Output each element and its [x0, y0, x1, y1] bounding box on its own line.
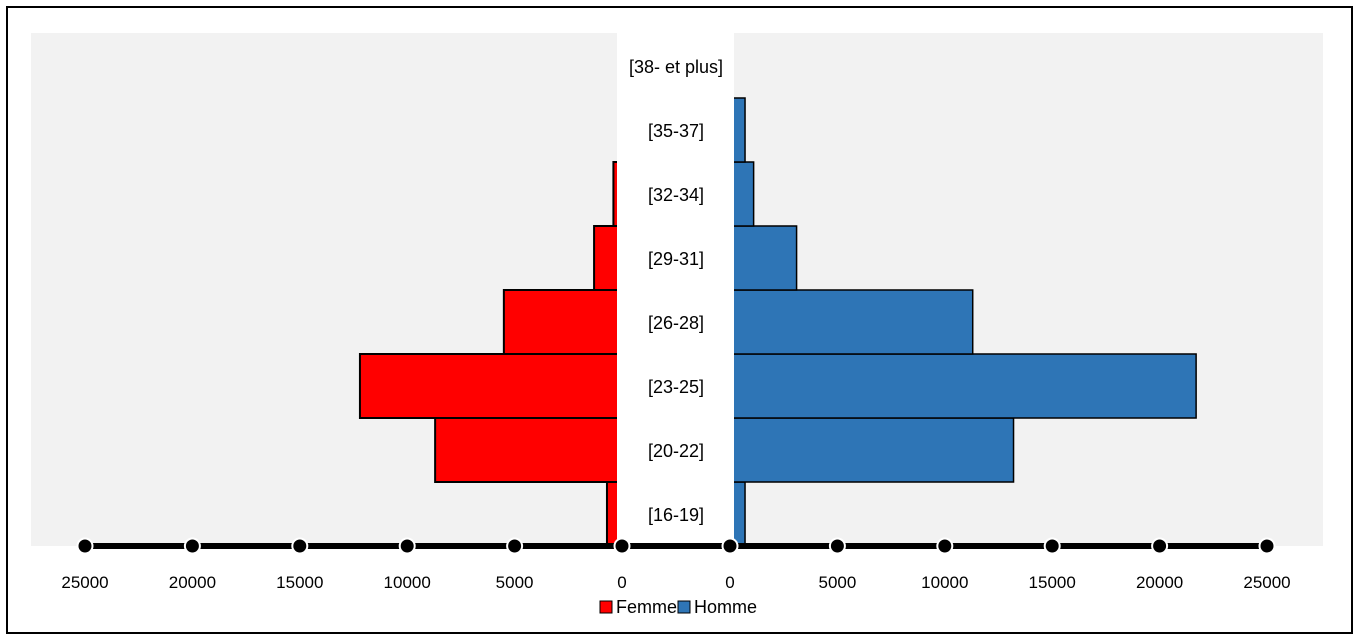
category-label-column	[617, 33, 734, 546]
tick-label: 20000	[169, 573, 216, 592]
tick-label: 15000	[276, 573, 323, 592]
category-label: [16-19]	[648, 505, 704, 525]
category-label: [20-22]	[648, 441, 704, 461]
tick-label: 5000	[818, 573, 856, 592]
tick-label: 0	[617, 573, 626, 592]
tick-marker	[613, 537, 631, 555]
bar-homme-2	[729, 353, 1197, 419]
legend: Femme Homme	[599, 597, 757, 617]
legend-label-femme: Femme	[616, 597, 677, 617]
tick-marker	[1258, 537, 1276, 555]
bar-femme-2	[358, 353, 623, 419]
tick-label: 20000	[1136, 573, 1183, 592]
tick-label: 25000	[1243, 573, 1290, 592]
tick-label: 15000	[1029, 573, 1076, 592]
category-label: [35-37]	[648, 121, 704, 141]
tick-marker	[76, 537, 94, 555]
tick-marker	[506, 537, 524, 555]
legend-swatch-femme	[599, 600, 613, 614]
tick-marker	[721, 537, 739, 555]
category-label: [32-34]	[648, 185, 704, 205]
tick-marker	[1043, 537, 1061, 555]
tick-marker	[1151, 537, 1169, 555]
category-label: [38- et plus]	[629, 57, 723, 77]
category-label: [23-25]	[648, 377, 704, 397]
tick-label: 0	[725, 573, 734, 592]
x-axis-ticks: 25000 20000 15000 10000 5000 0 0 5000 10000 15000…	[61, 537, 1291, 592]
bar-homme-1	[729, 417, 1015, 483]
tick-marker	[828, 537, 846, 555]
tick-marker	[936, 537, 954, 555]
homme-bars	[729, 33, 1197, 547]
tick-label: 10000	[921, 573, 968, 592]
legend-swatch-homme	[677, 600, 691, 614]
tick-label: 10000	[384, 573, 431, 592]
tick-marker	[291, 537, 309, 555]
tick-marker	[398, 537, 416, 555]
legend-label-homme: Homme	[694, 597, 757, 617]
tick-label: 25000	[61, 573, 108, 592]
bar-homme-4	[729, 225, 798, 291]
bar-femme-3	[502, 289, 623, 355]
tick-marker	[183, 537, 201, 555]
category-labels: [16-19] [20-22] [23-25] [26-28] [29-31] [32-3…	[629, 57, 723, 525]
bar-homme-3	[729, 289, 974, 355]
tick-label: 5000	[496, 573, 534, 592]
category-label: [29-31]	[648, 249, 704, 269]
category-label: [26-28]	[648, 313, 704, 333]
bar-femme-1	[434, 417, 623, 483]
